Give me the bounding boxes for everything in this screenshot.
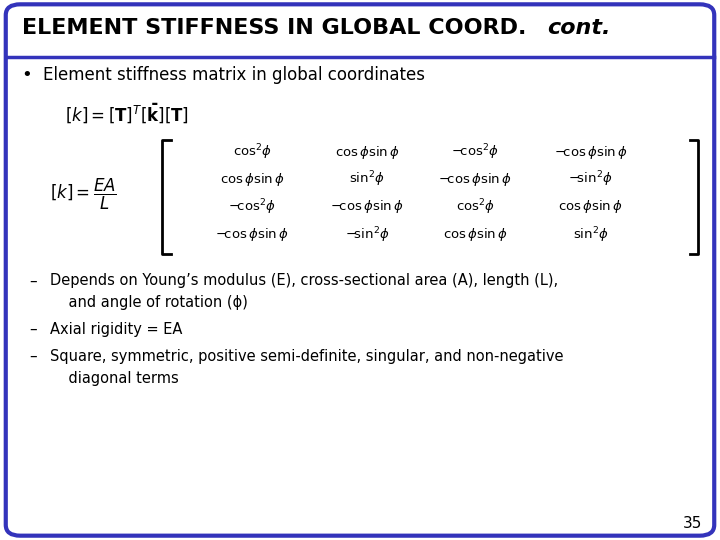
Text: $-\!\cos\phi\sin\phi$: $-\!\cos\phi\sin\phi$ — [438, 171, 512, 188]
Text: $[k] = \dfrac{EA}{L}$: $[k] = \dfrac{EA}{L}$ — [50, 177, 117, 212]
Text: $\cos^2\!\phi$: $\cos^2\!\phi$ — [456, 197, 495, 217]
Text: –: – — [29, 349, 37, 364]
Text: diagonal terms: diagonal terms — [50, 370, 179, 386]
Text: Square, symmetric, positive semi-definite, singular, and non-negative: Square, symmetric, positive semi-definit… — [50, 349, 564, 364]
Text: $-\!\sin^2\!\phi$: $-\!\sin^2\!\phi$ — [345, 225, 390, 245]
Text: Depends on Young’s modulus (E), cross-sectional area (A), length (L),: Depends on Young’s modulus (E), cross-se… — [50, 273, 559, 288]
Text: $\sin^2\!\phi$: $\sin^2\!\phi$ — [572, 225, 608, 245]
Text: $\cos\phi\sin\phi$: $\cos\phi\sin\phi$ — [335, 144, 400, 161]
Text: Axial rigidity = EA: Axial rigidity = EA — [50, 322, 183, 337]
Text: $\sin^2\!\phi$: $\sin^2\!\phi$ — [349, 170, 385, 189]
Text: –: – — [29, 273, 37, 288]
Text: $\cos\phi\sin\phi$: $\cos\phi\sin\phi$ — [220, 171, 284, 188]
Text: $\cos^2\!\phi$: $\cos^2\!\phi$ — [233, 143, 271, 162]
Text: $-\!\cos^2\!\phi$: $-\!\cos^2\!\phi$ — [451, 143, 499, 162]
Text: $\cos\phi\sin\phi$: $\cos\phi\sin\phi$ — [558, 198, 623, 215]
Text: $\cos\phi\sin\phi$: $\cos\phi\sin\phi$ — [443, 226, 508, 244]
Text: $-\!\cos^2\!\phi$: $-\!\cos^2\!\phi$ — [228, 197, 276, 217]
Text: •: • — [22, 65, 32, 84]
Text: Element stiffness matrix in global coordinates: Element stiffness matrix in global coord… — [43, 65, 426, 84]
Text: $-\!\cos\phi\sin\phi$: $-\!\cos\phi\sin\phi$ — [330, 198, 404, 215]
Text: 35: 35 — [683, 516, 702, 531]
Text: $-\!\cos\phi\sin\phi$: $-\!\cos\phi\sin\phi$ — [215, 226, 289, 244]
FancyBboxPatch shape — [6, 4, 714, 536]
Text: $-\!\cos\phi\sin\phi$: $-\!\cos\phi\sin\phi$ — [554, 144, 627, 161]
Text: $[k] = [\mathbf{T}]^T [\mathbf{\bar{k}}][\mathbf{T}]$: $[k] = [\mathbf{T}]^T [\mathbf{\bar{k}}]… — [65, 102, 189, 125]
Text: and angle of rotation (ϕ): and angle of rotation (ϕ) — [50, 295, 248, 310]
Text: cont.: cont. — [547, 18, 611, 38]
Text: ELEMENT STIFFNESS IN GLOBAL COORD.: ELEMENT STIFFNESS IN GLOBAL COORD. — [22, 18, 526, 38]
Text: $-\!\sin^2\!\phi$: $-\!\sin^2\!\phi$ — [568, 170, 613, 189]
Text: –: – — [29, 322, 37, 337]
